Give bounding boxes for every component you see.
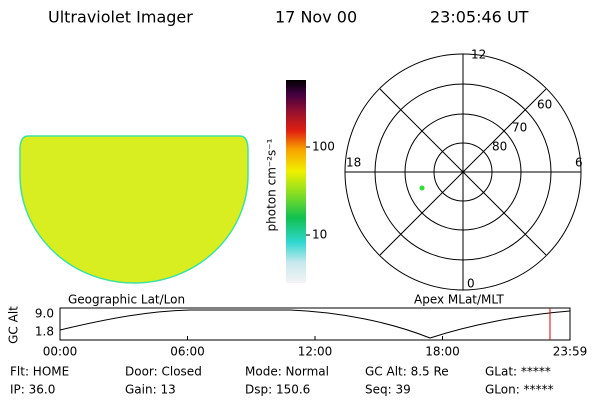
panel-label: Geographic Lat/Lon — [68, 293, 185, 307]
instrument: Ultraviolet Imager — [48, 8, 193, 27]
altitude-ytick: 1.8 — [35, 325, 54, 339]
altitude-frame — [59, 307, 571, 341]
altitude-xtick-label: 12:00 — [298, 345, 333, 359]
spot — [419, 185, 425, 191]
status-field: Seq: 39 — [365, 383, 411, 397]
colorbar-tick-label: 100 — [312, 140, 335, 154]
altitude-ytick: 9.0 — [35, 307, 54, 321]
status-field: Dsp: 150.6 — [245, 383, 310, 397]
altitude-xtick-label: 18:00 — [425, 345, 460, 359]
colorbar-label: photon cm⁻²s⁻¹ — [265, 138, 279, 231]
mlat-label: 70 — [512, 121, 527, 135]
mlt-label: 6 — [575, 156, 583, 170]
panel-label: Apex MLat/MLT — [414, 293, 504, 307]
polar-grid — [344, 53, 582, 291]
mlat-label: 60 — [537, 98, 552, 112]
status-field: Flt: HOME — [10, 365, 69, 379]
status-field: Door: Closed — [125, 365, 202, 379]
altitude-curve — [59, 309, 571, 339]
colorbar — [286, 80, 306, 283]
status-field: Gain: 13 — [125, 383, 176, 397]
mlt-label: 0 — [467, 277, 475, 291]
altitude-xtick-label: 06:00 — [170, 345, 205, 359]
mlt-label: 12 — [471, 48, 486, 62]
time: 23:05:46 UT — [430, 8, 529, 27]
mlt-label: 18 — [346, 156, 361, 170]
status-field: Mode: Normal — [245, 365, 329, 379]
status-field: GC Alt: 8.5 Re — [365, 365, 449, 379]
altitude-ylabel: GC Alt — [7, 306, 21, 344]
colorbar-tick-label: 10 — [312, 228, 327, 242]
mlat-label: 80 — [492, 140, 507, 154]
status-field: IP: 36.0 — [10, 383, 55, 397]
status-field: GLon: ***** — [485, 383, 554, 397]
status-field: GLat: ***** — [485, 365, 551, 379]
altitude-xtick-label: 23:59 — [553, 345, 588, 359]
altitude-xtick-label: 00:00 — [43, 345, 78, 359]
uv-image — [19, 135, 249, 284]
date: 17 Nov 00 — [275, 8, 357, 27]
